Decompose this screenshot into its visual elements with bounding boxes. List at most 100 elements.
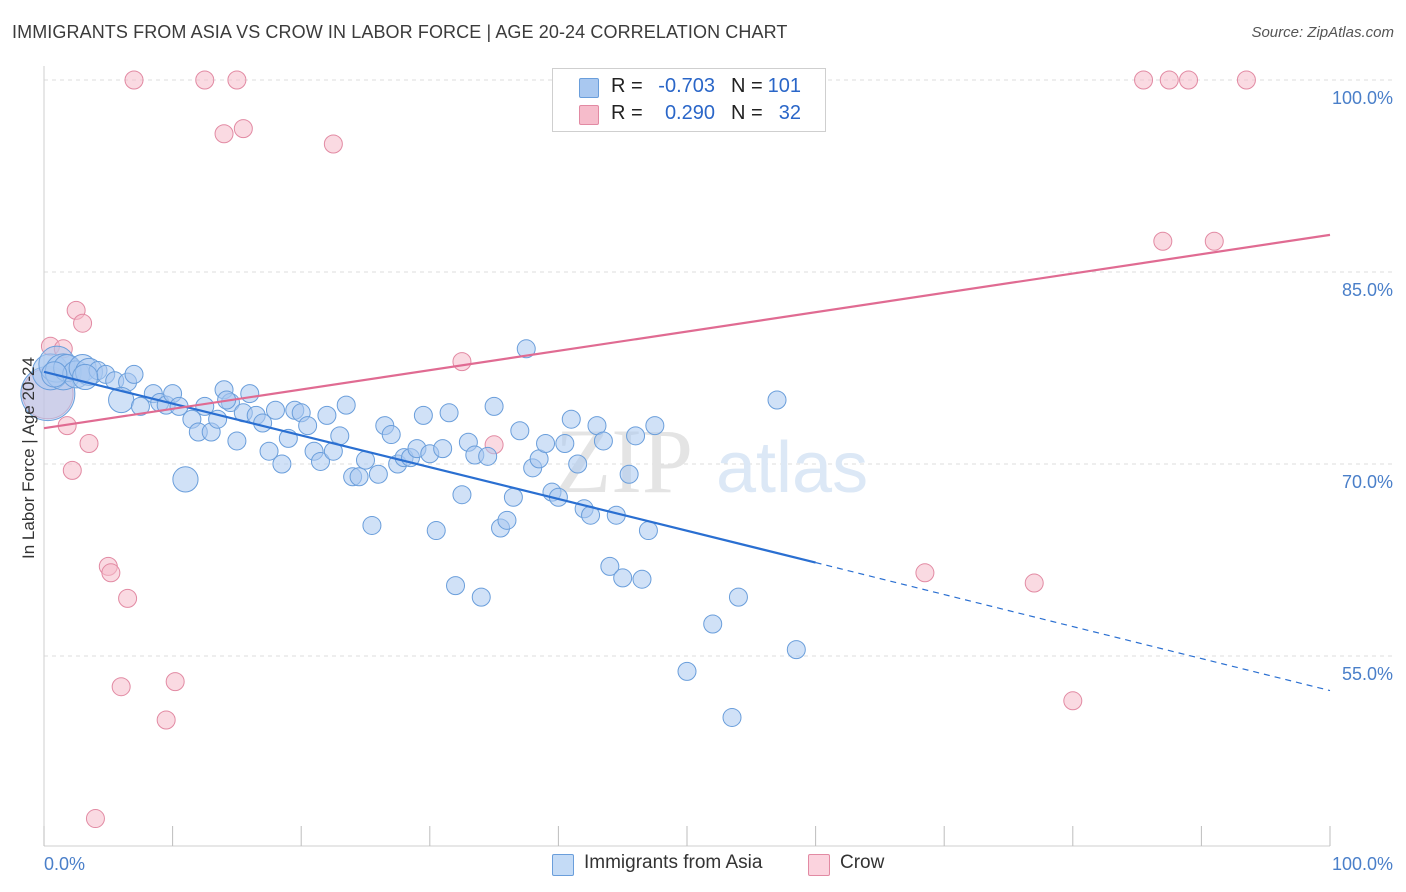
crow-point: [62, 460, 82, 480]
source-label: Source: ZipAtlas.com: [1251, 24, 1394, 41]
asia-point: [227, 431, 247, 451]
asia-point: [555, 434, 575, 454]
crow-point: [124, 70, 144, 90]
asia-point: [619, 464, 639, 484]
asia-point: [703, 614, 723, 634]
crow-point: [118, 588, 138, 608]
asia-point: [439, 403, 459, 423]
asia-point: [484, 396, 504, 416]
asia-point: [259, 441, 279, 461]
x-tick-label: 0.0%: [44, 854, 85, 874]
legend-r-label: R =: [611, 75, 643, 97]
asia-point: [516, 339, 536, 359]
bottom-legend-swatch-crow: [808, 854, 830, 876]
asia-point: [172, 466, 199, 493]
asia-point: [298, 416, 318, 436]
legend-r-value: 0.290: [664, 102, 715, 124]
legend-n-value: 101: [767, 75, 801, 97]
crow-point: [233, 119, 253, 139]
crow-point: [1063, 691, 1083, 711]
crow-point: [1236, 70, 1256, 90]
crow-point: [156, 710, 176, 730]
asia-point: [124, 364, 144, 384]
asia-point: [645, 416, 665, 436]
crow-point: [73, 313, 93, 333]
legend-swatch-asia: [579, 78, 599, 98]
asia-point: [317, 405, 337, 425]
crow-point: [1159, 70, 1179, 90]
asia-point: [130, 396, 150, 416]
asia-point: [426, 521, 446, 541]
tick-labels: 100.0% 85.0% 70.0% 55.0% 0.0% 100.0%: [44, 88, 1393, 874]
crow-point: [227, 70, 247, 90]
asia-point: [722, 707, 742, 727]
asia-point: [446, 576, 466, 596]
asia-point: [510, 421, 530, 441]
asia-point: [593, 431, 613, 451]
asia-point: [568, 454, 588, 474]
asia-point: [632, 569, 652, 589]
grid-lines: [44, 79, 1392, 657]
asia-point: [478, 446, 498, 466]
crow-point: [195, 70, 215, 90]
crow-point: [1179, 70, 1199, 90]
asia-point: [413, 405, 433, 425]
y-tick-label: 100.0%: [1332, 88, 1393, 108]
asia-point: [613, 568, 633, 588]
axes: [43, 66, 1331, 847]
asia-point: [638, 521, 658, 541]
asia-point: [265, 400, 285, 420]
asia-point: [536, 434, 556, 454]
legend-swatch-crow: [579, 105, 599, 125]
asia-point: [72, 363, 99, 391]
legend-n-label: N =: [731, 102, 763, 124]
asia-trend-line: [43, 370, 816, 564]
asia-points: [20, 339, 806, 727]
bottom-legend-label-crow: Crow: [840, 852, 885, 873]
crow-point: [1134, 70, 1154, 90]
asia-point: [600, 556, 620, 576]
crow-point: [79, 434, 99, 454]
legend-r-label: R =: [611, 102, 643, 124]
asia-point: [310, 451, 330, 471]
asia-point: [240, 384, 260, 404]
legend-r-value: -0.703: [658, 75, 715, 97]
crow-point: [915, 563, 935, 583]
asia-point: [626, 426, 646, 446]
asia-point: [728, 587, 748, 607]
crow-point: [1024, 573, 1044, 593]
asia-point: [497, 510, 517, 530]
asia-point: [272, 454, 292, 474]
asia-point: [767, 390, 787, 410]
asia-point: [368, 464, 388, 484]
crow-trend-line: [43, 233, 1331, 430]
crow-point: [214, 124, 234, 144]
crow-point: [1153, 231, 1173, 251]
asia-trend-extension: [815, 561, 1331, 692]
legend-n-value: 32: [778, 102, 801, 124]
correlation-legend: R = -0.703 N = 101 R = 0.290 N = 32: [552, 68, 826, 132]
asia-point: [330, 426, 350, 446]
crow-point: [165, 672, 185, 692]
asia-point: [381, 425, 401, 445]
trend-lines: [43, 233, 1331, 692]
x-tick-label: 100.0%: [1332, 854, 1393, 874]
crow-point: [323, 134, 343, 154]
y-axis-title: In Labor Force | Age 20-24: [19, 357, 38, 559]
bottom-legend-swatch-asia: [552, 854, 574, 876]
crow-point: [111, 677, 131, 697]
crow-point: [85, 809, 105, 829]
asia-point: [677, 661, 697, 681]
watermark-atlas: atlas: [716, 428, 868, 508]
asia-point: [561, 409, 581, 429]
asia-point: [503, 487, 523, 507]
asia-point: [471, 587, 491, 607]
legend-n-label: N =: [731, 75, 763, 97]
asia-point: [433, 439, 453, 459]
y-tick-label: 70.0%: [1342, 472, 1393, 492]
asia-point: [362, 515, 382, 535]
chart-title: IMMIGRANTS FROM ASIA VS CROW IN LABOR FO…: [12, 22, 788, 42]
bottom-legend-label-asia: Immigrants from Asia: [584, 852, 763, 873]
asia-point: [786, 640, 806, 660]
